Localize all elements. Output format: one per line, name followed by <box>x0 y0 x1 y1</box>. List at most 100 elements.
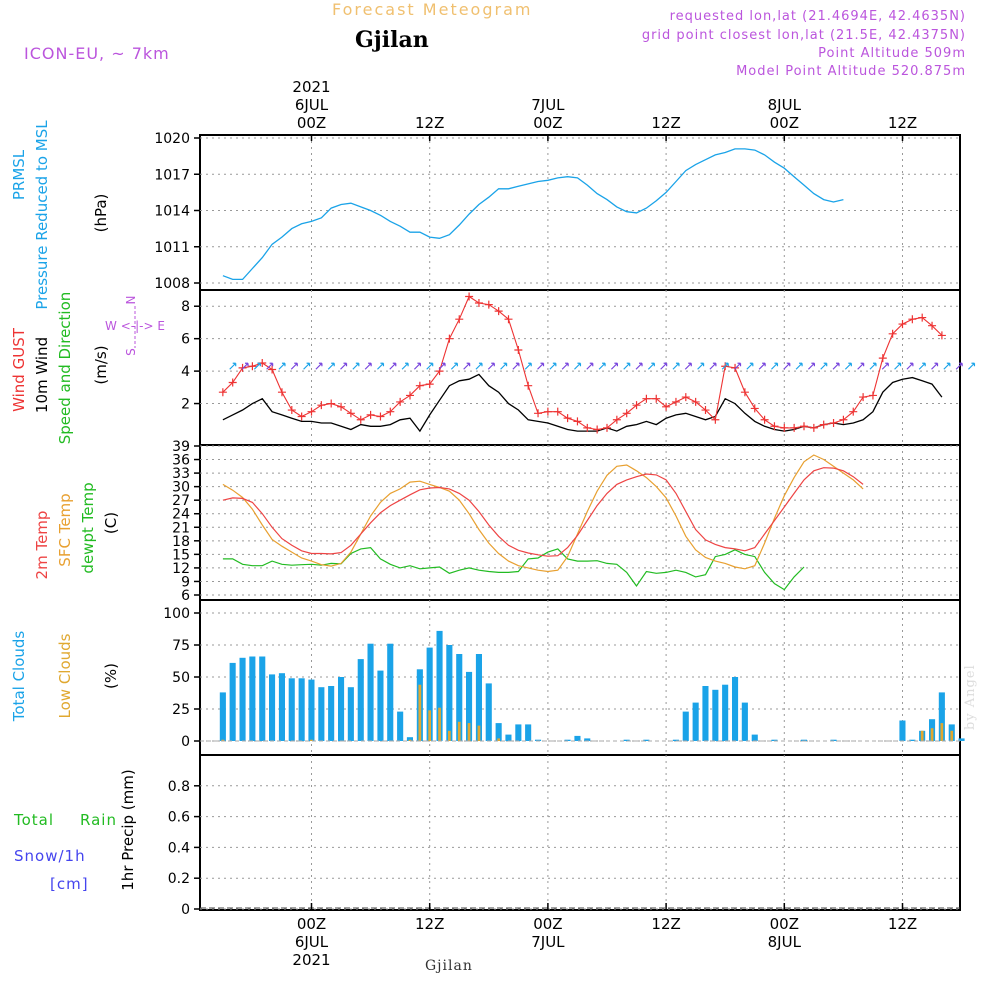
y-tick-label: 6 <box>181 332 190 348</box>
total-cloud-bar <box>338 677 345 741</box>
wind-direction-arrow <box>450 362 458 370</box>
wind-gust-marker <box>484 300 493 309</box>
y-tick-label: 0.2 <box>168 871 190 887</box>
total-cloud-bar <box>682 711 689 741</box>
wind-gust-marker <box>445 334 454 343</box>
low-clouds-label: Low Clouds <box>56 633 74 718</box>
y-tick-label: 18 <box>172 534 190 550</box>
total-cloud-bar <box>909 739 916 741</box>
time-label-top: 00Z <box>770 114 799 132</box>
wind-gust-marker <box>297 412 306 421</box>
total-cloud-bar <box>328 686 335 741</box>
point-altitude: Point Altitude 509m <box>818 46 966 61</box>
y-tick-label: 1014 <box>154 204 190 220</box>
wind-direction-arrow <box>241 362 249 370</box>
wind-direction-arrow <box>487 362 495 370</box>
wind-direction-arrow <box>389 362 397 370</box>
wind-direction-arrow <box>623 362 631 370</box>
wind-direction-arrow <box>684 362 692 370</box>
time-label-bottom: 00Z <box>297 915 326 933</box>
wind-gust-line <box>222 295 943 431</box>
wind-direction-arrow <box>352 362 360 370</box>
wind-direction-arrow <box>229 362 237 370</box>
total-cloud-bar <box>406 737 413 741</box>
wind-gust-marker <box>898 320 907 329</box>
wind-gust-marker <box>642 394 651 403</box>
wind-direction-arrow <box>340 362 348 370</box>
y-tick-label: 0.4 <box>168 840 190 856</box>
wind-direction-arrow <box>413 362 421 370</box>
wind-direction-arrow <box>869 362 877 370</box>
wind-gust-marker <box>760 415 769 424</box>
total-cloud-bar <box>357 659 364 741</box>
wind-direction-arrow <box>635 362 643 370</box>
total-cloud-bar <box>318 687 325 741</box>
wind-direction-arrow <box>918 362 926 370</box>
total-cloud-bar <box>692 702 699 741</box>
low-cloud-bar <box>467 723 471 741</box>
wind-direction-arrow <box>574 362 582 370</box>
pressure-unit-label: (hPa) <box>92 194 110 233</box>
total-cloud-bar <box>722 684 729 741</box>
wind-gust-marker <box>829 419 838 428</box>
wind-10m-label: 10m Wind <box>33 337 51 413</box>
panel-frame <box>199 444 961 601</box>
wind-direction-label: Speed and Direction <box>56 292 74 445</box>
wind-gust-marker <box>287 406 296 415</box>
total-cloud-bar <box>259 656 266 741</box>
time-label-top: 00Z <box>297 114 326 132</box>
total-cloud-bar <box>751 734 758 741</box>
low-cloud-bar <box>497 738 500 741</box>
time-label-top: 00Z <box>533 114 562 132</box>
wind-direction-arrow <box>783 362 791 370</box>
low-cloud-bar <box>408 739 412 741</box>
temp-unit-label: (C) <box>102 512 120 534</box>
footer-location: Gjilan <box>425 958 473 974</box>
time-label-bottom: 8JUL <box>768 933 802 951</box>
wind-direction-arrow <box>672 362 680 370</box>
wind-gust-marker <box>800 422 808 431</box>
time-label-bottom: 7JUL <box>531 933 565 951</box>
wind-gust-marker <box>859 393 868 402</box>
wind-gust-marker <box>366 410 375 419</box>
wind-direction-arrow <box>500 362 508 370</box>
low-cloud-bar <box>221 739 225 741</box>
wind-direction-arrow <box>660 362 668 370</box>
low-cloud-bar <box>418 684 422 741</box>
wind-gust-marker <box>268 365 277 374</box>
wind-gust-marker <box>740 388 749 397</box>
wind-direction-arrow <box>438 362 446 370</box>
y-tick-label: 36 <box>172 453 190 469</box>
total-cloud-bar <box>574 735 581 741</box>
time-label-bottom: 00Z <box>770 915 799 933</box>
wind-gust-marker <box>809 423 818 432</box>
time-label-top: 8JUL <box>768 96 802 114</box>
wind-gust-marker <box>317 401 326 410</box>
precip-total-label: Total <box>13 811 54 829</box>
wind-direction-arrow <box>253 362 261 370</box>
wind-gust-marker <box>681 393 690 402</box>
wind-gust-marker <box>662 402 671 411</box>
total-cloud-bar <box>347 687 354 741</box>
wind-direction-arrow <box>426 362 434 370</box>
wind-direction-arrow <box>746 362 754 370</box>
wind-gust-marker <box>701 406 710 415</box>
wind-direction-arrow <box>401 362 409 370</box>
y-tick-label: 39 <box>172 439 190 455</box>
wind-gust-marker <box>524 381 533 390</box>
low-cloud-bar <box>448 730 451 741</box>
total-cloud-bar <box>367 643 374 741</box>
y-tick-label: 15 <box>172 547 190 563</box>
temp-sfc-label: SFC Temp <box>56 493 74 566</box>
low-cloud-bar <box>930 728 934 741</box>
wind-gust-marker <box>415 381 424 390</box>
grid-point-coords: grid point closest lon,lat (21.5E, 42.43… <box>641 28 966 43</box>
time-label-bottom: 12Z <box>888 915 917 933</box>
total-cloud-bar <box>288 678 295 741</box>
y-tick-label: 25 <box>172 702 190 718</box>
wind-direction-arrow <box>832 362 840 370</box>
wind-direction-arrow <box>278 362 286 370</box>
time-label-bottom: 12Z <box>651 915 680 933</box>
wind-gust-marker <box>790 423 799 432</box>
wind-gust-marker <box>563 414 572 423</box>
